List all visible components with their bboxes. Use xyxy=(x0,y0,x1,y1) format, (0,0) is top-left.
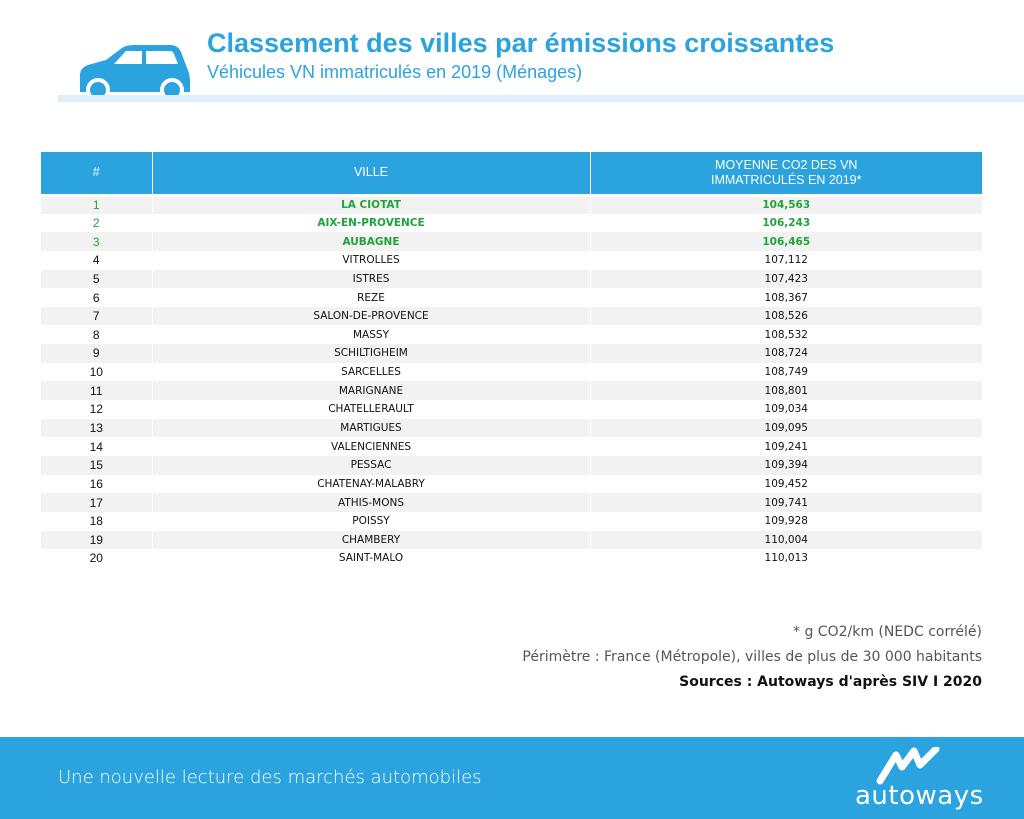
rank-cell: 8 xyxy=(41,325,152,345)
rank-cell: 20 xyxy=(41,549,152,568)
table-header-row: # VILLE MOYENNE CO2 DES VN IMMATRICULÉS … xyxy=(41,152,982,195)
page-title: Classement des villes par émissions croi… xyxy=(207,28,835,58)
city-cell: CHATELLERAULT xyxy=(151,400,590,419)
rank-cell: 4 xyxy=(41,250,152,270)
co2-value-cell: 107,423 xyxy=(589,269,982,289)
column-header-co2-line2: IMMATRICULÉS EN 2019* xyxy=(710,172,862,187)
table-row: 6 REZE 108,367 xyxy=(41,288,982,307)
table-row: 10 SARCELLES 108,749 xyxy=(41,362,982,382)
column-header-city: VILLE xyxy=(151,152,590,195)
table-row: 3 AUBAGNE 106,465 xyxy=(41,232,982,251)
co2-value-cell: 108,724 xyxy=(589,344,982,363)
rank-cell: 5 xyxy=(41,269,152,289)
city-cell: MARTIGUES xyxy=(151,418,590,438)
table-row: 14 VALENCIENNES 109,241 xyxy=(41,437,982,456)
table-row: 7 SALON-DE-PROVENCE 108,526 xyxy=(41,306,982,326)
co2-value-cell: 108,367 xyxy=(589,288,982,307)
co2-value-cell: 106,465 xyxy=(589,232,982,251)
city-cell: SAINT-MALO xyxy=(151,549,590,568)
rank-cell: 19 xyxy=(41,530,152,550)
table-row: 17 ATHIS-MONS 109,741 xyxy=(41,493,982,512)
table-row: 2 AIX-EN-PROVENCE 106,243 xyxy=(41,213,982,233)
city-cell: VITROLLES xyxy=(151,250,590,270)
co2-value-cell: 108,526 xyxy=(589,306,982,326)
table-row: 5 ISTRES 107,423 xyxy=(41,269,982,289)
co2-value-cell: 107,112 xyxy=(589,250,982,270)
table-row: 4 VITROLLES 107,112 xyxy=(41,250,982,270)
rank-cell: 15 xyxy=(41,455,152,475)
rank-cell: 2 xyxy=(41,213,152,233)
table-row: 19 CHAMBERY 110,004 xyxy=(41,530,982,550)
table-row: 11 MARIGNANE 108,801 xyxy=(41,381,982,401)
table-row: 8 MASSY 108,532 xyxy=(41,325,982,345)
rank-cell: 9 xyxy=(41,344,152,363)
scope-note: Périmètre : France (Métropole), villes d… xyxy=(522,649,982,665)
co2-value-cell: 106,243 xyxy=(589,213,982,233)
city-cell: SARCELLES xyxy=(151,362,590,382)
table-row: 18 POISSY 109,928 xyxy=(41,511,982,531)
rank-cell: 13 xyxy=(41,418,152,438)
co2-value-cell: 104,563 xyxy=(589,193,982,214)
rank-cell: 1 xyxy=(41,193,152,214)
page-subtitle: Véhicules VN immatriculés en 2019 (Ménag… xyxy=(207,62,583,82)
footer-tagline: Une nouvelle lecture des marchés automob… xyxy=(58,767,482,788)
co2-value-cell: 110,013 xyxy=(589,549,982,568)
rank-cell: 18 xyxy=(41,511,152,531)
rank-cell: 3 xyxy=(41,232,152,251)
table-row: 9 SCHILTIGHEIM 108,724 xyxy=(41,344,982,363)
table-body: 1 LA CIOTAT 104,563 2 AIX-EN-PROVENCE 106,243… xyxy=(41,193,982,568)
co2-value-cell: 108,532 xyxy=(589,325,982,345)
sources-note: Sources : Autoways d'après SIV I 2020 xyxy=(679,674,982,690)
table-row: 15 PESSAC 109,394 xyxy=(41,455,982,475)
city-cell: REZE xyxy=(151,288,590,307)
co2-value-cell: 109,034 xyxy=(589,400,982,419)
city-cell: LA CIOTAT xyxy=(151,193,590,214)
co2-value-cell: 110,004 xyxy=(589,530,982,550)
co2-value-cell: 109,741 xyxy=(589,493,982,512)
city-cell: SCHILTIGHEIM xyxy=(151,344,590,363)
city-cell: CHAMBERY xyxy=(151,530,590,550)
city-cell: CHATENAY-MALABRY xyxy=(151,474,590,494)
table-row: 12 CHATELLERAULT 109,034 xyxy=(41,400,982,419)
city-cell: MASSY xyxy=(151,325,590,345)
column-header-co2-line1: MOYENNE CO2 DES VN xyxy=(715,157,858,172)
city-cell: PESSAC xyxy=(151,455,590,475)
co2-value-cell: 108,801 xyxy=(589,381,982,401)
header-divider xyxy=(58,95,1024,102)
column-header-rank: # xyxy=(41,152,152,195)
footer-banner: Une nouvelle lecture des marchés automob… xyxy=(0,737,1024,819)
rank-cell: 17 xyxy=(41,493,152,512)
city-cell: POISSY xyxy=(151,511,590,531)
rank-cell: 11 xyxy=(41,381,152,401)
table-row: 1 LA CIOTAT 104,563 xyxy=(41,193,982,214)
city-cell: MARIGNANE xyxy=(151,381,590,401)
city-cell: VALENCIENNES xyxy=(151,437,590,456)
unit-note: * g CO2/km (NEDC corrélé) xyxy=(793,624,982,640)
co2-value-cell: 109,095 xyxy=(589,418,982,438)
autoways-logo-text: autoways xyxy=(855,781,984,811)
table-row: 20 SAINT-MALO 110,013 xyxy=(41,549,982,568)
rank-cell: 12 xyxy=(41,400,152,419)
notes: * g CO2/km (NEDC corrélé) Périmètre : Fr… xyxy=(522,620,982,695)
co2-value-cell: 109,394 xyxy=(589,455,982,475)
co2-value-cell: 109,928 xyxy=(589,511,982,531)
rank-cell: 7 xyxy=(41,306,152,326)
table-row: 13 MARTIGUES 109,095 xyxy=(41,418,982,438)
city-cell: AUBAGNE xyxy=(151,232,590,251)
rank-cell: 14 xyxy=(41,437,152,456)
city-cell: ATHIS-MONS xyxy=(151,493,590,512)
rank-cell: 6 xyxy=(41,288,152,307)
city-cell: AIX-EN-PROVENCE xyxy=(151,213,590,233)
rank-cell: 16 xyxy=(41,474,152,494)
co2-value-cell: 109,452 xyxy=(589,474,982,494)
autoways-logo-icon xyxy=(876,747,940,785)
rank-cell: 10 xyxy=(41,362,152,382)
ranking-table: # VILLE MOYENNE CO2 DES VN IMMATRICULÉS … xyxy=(41,152,982,568)
city-cell: ISTRES xyxy=(151,269,590,289)
city-cell: SALON-DE-PROVENCE xyxy=(151,306,590,326)
table-row: 16 CHATENAY-MALABRY 109,452 xyxy=(41,474,982,494)
co2-value-cell: 108,749 xyxy=(589,362,982,382)
co2-value-cell: 109,241 xyxy=(589,437,982,456)
column-header-co2: MOYENNE CO2 DES VN IMMATRICULÉS EN 2019* xyxy=(589,152,982,195)
